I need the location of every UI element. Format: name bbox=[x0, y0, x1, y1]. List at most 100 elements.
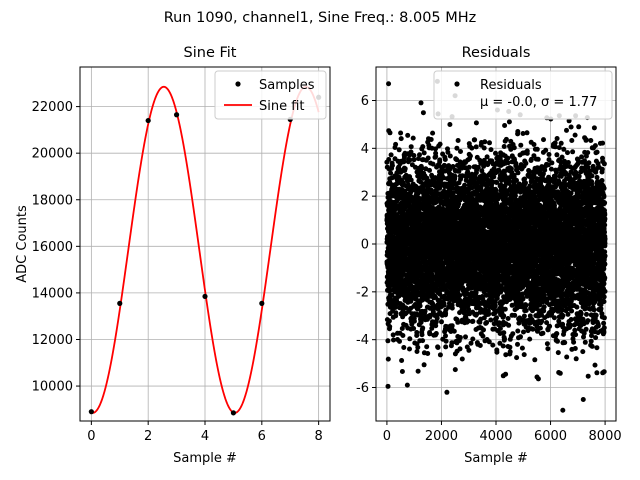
residual-point bbox=[494, 315, 499, 321]
residual-point bbox=[472, 137, 478, 143]
sample-point bbox=[117, 300, 123, 306]
sine-fit-ytick-label: 14000 bbox=[32, 286, 73, 301]
sine-fit-ytick-label: 18000 bbox=[32, 193, 73, 208]
residual-point bbox=[420, 110, 426, 116]
sample-point bbox=[88, 409, 94, 415]
residual-point bbox=[420, 338, 426, 344]
sine-fit-title: Sine Fit bbox=[184, 45, 237, 61]
residual-point bbox=[391, 337, 396, 343]
residual-point bbox=[473, 144, 479, 150]
residual-point bbox=[424, 344, 430, 350]
residual-point bbox=[393, 310, 399, 316]
figure-title: Run 1090, channel1, Sine Freq.: 8.005 MH… bbox=[164, 10, 477, 26]
sine-fit-legend-box bbox=[214, 70, 327, 120]
residual-point bbox=[396, 293, 402, 299]
residuals-xtick-label: 6000 bbox=[534, 429, 567, 444]
residual-point bbox=[481, 327, 486, 333]
residuals-xtick-label: 0 bbox=[383, 429, 391, 444]
residual-point bbox=[433, 331, 439, 336]
residual-point bbox=[402, 166, 408, 172]
residual-point bbox=[399, 369, 405, 374]
residual-point bbox=[407, 336, 413, 342]
residual-point bbox=[396, 147, 402, 153]
residual-point bbox=[452, 173, 458, 179]
residual-point bbox=[484, 320, 490, 325]
residual-point bbox=[401, 159, 407, 165]
residual-point bbox=[459, 356, 465, 362]
residual-point bbox=[457, 346, 463, 352]
residual-point bbox=[415, 368, 421, 374]
residual-point bbox=[470, 336, 476, 342]
legend-samples-marker bbox=[235, 81, 241, 87]
residual-point bbox=[425, 155, 431, 161]
residual-point bbox=[430, 130, 436, 136]
sine-fit-xtick-label: 6 bbox=[258, 429, 266, 444]
residuals-ytick-label: -4 bbox=[356, 333, 369, 348]
residual-point bbox=[515, 341, 520, 347]
residual-point bbox=[455, 138, 461, 143]
residual-point bbox=[389, 163, 395, 168]
residual-point bbox=[408, 144, 414, 150]
residual-point bbox=[414, 349, 420, 354]
residual-point bbox=[388, 152, 394, 158]
residual-point bbox=[417, 152, 422, 158]
residual-point bbox=[501, 313, 507, 319]
residual-point bbox=[443, 344, 449, 350]
residual-point bbox=[477, 343, 483, 348]
residual-point bbox=[390, 332, 396, 338]
residual-point bbox=[420, 144, 426, 150]
residual-point bbox=[393, 141, 399, 147]
residual-point bbox=[408, 177, 414, 183]
residual-point bbox=[510, 331, 516, 337]
residual-point bbox=[506, 119, 512, 125]
residual-point bbox=[433, 153, 439, 159]
sine-fit-xtick-label: 0 bbox=[87, 429, 95, 444]
residual-point bbox=[443, 333, 448, 339]
residual-point bbox=[400, 333, 406, 338]
sine-fit-panel: Sine Fit 0 2 4 6 810000120001400016000180002… bbox=[15, 45, 331, 466]
sine-fit-legend: Samples Sine fit bbox=[214, 70, 327, 120]
residual-point bbox=[480, 333, 486, 339]
residual-point bbox=[490, 342, 496, 348]
residual-point bbox=[503, 136, 509, 142]
residual-point bbox=[419, 165, 425, 171]
residuals-ytick-label: 4 bbox=[361, 142, 369, 157]
residual-point bbox=[511, 145, 517, 151]
residuals-title: Residuals bbox=[462, 45, 531, 61]
residual-point bbox=[443, 338, 449, 344]
residual-point bbox=[421, 362, 427, 368]
residuals-ytick-label: 2 bbox=[361, 190, 369, 205]
residual-point bbox=[437, 157, 443, 163]
residual-point bbox=[388, 170, 394, 176]
sine-fit-xtick-label: 4 bbox=[201, 429, 209, 444]
residual-point bbox=[401, 345, 407, 350]
residual-point bbox=[463, 334, 468, 340]
residual-point bbox=[407, 157, 413, 163]
residual-point bbox=[492, 303, 498, 309]
residual-point bbox=[473, 120, 479, 126]
residual-point bbox=[441, 302, 447, 308]
residuals-ytick-label: -2 bbox=[356, 285, 369, 300]
residual-point bbox=[439, 319, 444, 325]
residual-point bbox=[397, 338, 402, 344]
sample-point bbox=[259, 300, 265, 306]
sine-fit-ytick-label: 16000 bbox=[32, 240, 73, 255]
sine-fit-axes-frame bbox=[79, 66, 331, 422]
residual-point bbox=[501, 330, 507, 336]
residual-point bbox=[447, 122, 453, 127]
residual-point bbox=[417, 303, 423, 309]
residual-point bbox=[387, 324, 393, 330]
residual-point bbox=[411, 157, 417, 163]
residuals-xtick-label: 2000 bbox=[425, 429, 458, 444]
residuals-ytick-label: 6 bbox=[361, 94, 369, 109]
residual-point bbox=[415, 344, 421, 350]
residuals-plot-area bbox=[384, 78, 608, 413]
residual-point bbox=[513, 160, 519, 166]
residual-point bbox=[500, 343, 506, 349]
residual-point bbox=[399, 326, 405, 331]
residual-point bbox=[455, 319, 461, 325]
residual-point bbox=[398, 136, 404, 142]
